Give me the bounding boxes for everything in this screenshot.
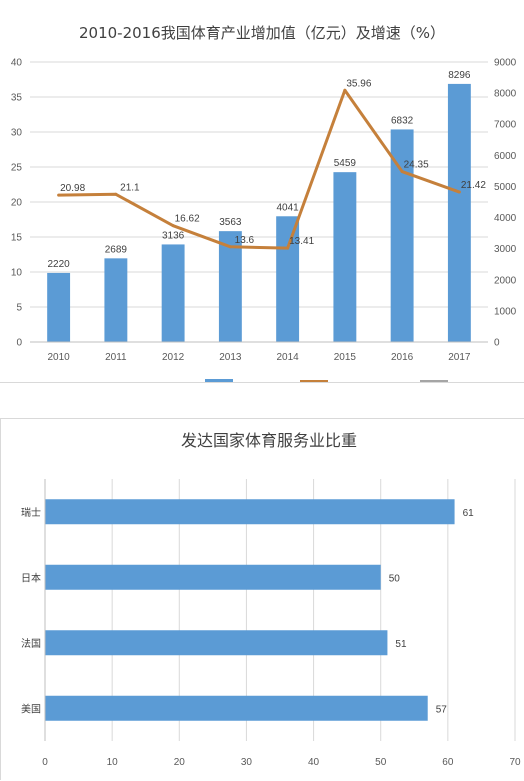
growth-point — [57, 193, 61, 197]
growth-value-label: 16.62 — [175, 214, 200, 225]
growth-line — [58, 88, 460, 250]
y-left-tick-label: 0 — [16, 338, 22, 349]
growth-value-label: 35.96 — [346, 78, 371, 89]
bar-瑞士 — [45, 499, 455, 525]
x-tick-label: 2016 — [391, 352, 414, 363]
y-right-tick-label: 9000 — [494, 58, 517, 69]
growth-point — [457, 190, 461, 194]
growth-point — [114, 192, 118, 196]
bottom-chart-panel: 发达国家体育服务业比重 61 50 51 57 0 10 20 30 40 50 60 70 瑞士日本… — [0, 418, 524, 780]
bar-2017 — [447, 83, 471, 342]
bar-2013 — [218, 231, 242, 342]
growth-value-label: 21.1 — [120, 182, 140, 193]
chart-title: 2010-2016我国体育产业增加值（亿元）及增速（%） — [79, 24, 445, 42]
y-right-tick-label: 7000 — [494, 120, 517, 131]
legend-cropped — [205, 379, 448, 382]
bar-value-label: 57 — [436, 704, 448, 715]
x-tick-label: 2014 — [277, 352, 300, 363]
bar-法国 — [45, 630, 388, 656]
category-label: 日本 — [21, 571, 41, 584]
growth-value-label: 13.6 — [235, 235, 255, 246]
bar-美国 — [45, 695, 428, 721]
y-right-tick-label: 3000 — [494, 244, 517, 255]
y-left-tick-label: 5 — [16, 303, 22, 314]
category-label: 美国 — [21, 702, 41, 715]
x-tick-label: 2012 — [162, 352, 185, 363]
x-tick-label: 2013 — [219, 352, 242, 363]
bar-value-label: 3563 — [219, 217, 242, 228]
x-tick-label: 20 — [174, 757, 186, 768]
bar-value-label: 6832 — [391, 115, 414, 126]
bar-日本 — [45, 564, 381, 590]
sports-service-share-chart: 发达国家体育服务业比重 61 50 51 57 0 10 20 30 40 50 60 70 瑞士日本… — [21, 431, 521, 768]
x-tick-label: 10 — [107, 757, 119, 768]
category-label: 法国 — [21, 637, 41, 650]
bar-value-label: 50 — [389, 573, 401, 584]
growth-value-label: 21.42 — [461, 180, 486, 191]
panel-gap — [0, 383, 524, 417]
x-tick-label: 2010 — [48, 352, 71, 363]
legend-swatch-other — [420, 380, 448, 382]
growth-value-label: 20.98 — [60, 183, 85, 194]
y-left-tick-label: 10 — [11, 268, 23, 279]
legend-swatch-line — [300, 380, 328, 382]
y-left-tick-label: 40 — [11, 58, 23, 69]
y-right-tick-label: 5000 — [494, 182, 517, 193]
x-tick-label: 30 — [241, 757, 253, 768]
chart-title: 发达国家体育服务业比重 — [181, 431, 357, 450]
y-right-tick-label: 0 — [494, 338, 500, 349]
bar-2015 — [333, 172, 357, 342]
y-right-tick-label: 1000 — [494, 306, 517, 317]
x-tick-label: 70 — [509, 757, 521, 768]
x-tick-label: 2017 — [448, 352, 471, 363]
bar-value-label: 8296 — [448, 70, 471, 81]
growth-point — [228, 245, 232, 249]
y-right-tick-label: 6000 — [494, 151, 517, 162]
bar-2012 — [161, 244, 185, 342]
bar-value-label: 3136 — [162, 230, 185, 241]
x-tick-label: 50 — [375, 757, 387, 768]
y-left-tick-label: 25 — [11, 163, 23, 174]
legend-swatch-bar — [205, 379, 233, 382]
bar-value-label: 61 — [463, 508, 475, 519]
bar-2010 — [47, 272, 71, 342]
growth-value-label: 13.41 — [289, 236, 314, 247]
bar-value-label: 2220 — [48, 259, 71, 270]
top-chart-panel: 2010-2016我国体育产业增加值（亿元）及增速（%） 2220 2689 313… — [0, 0, 524, 383]
sports-industry-chart: 2010-2016我国体育产业增加值（亿元）及增速（%） 2220 2689 313… — [11, 24, 517, 382]
growth-point — [400, 170, 404, 174]
bar-value-label: 5459 — [334, 158, 357, 169]
y-right-tick-label: 2000 — [494, 275, 517, 286]
bar-2016 — [390, 129, 414, 342]
y-left-tick-label: 20 — [11, 198, 23, 209]
growth-value-label: 24.35 — [404, 160, 429, 171]
y-left-tick-label: 35 — [11, 93, 23, 104]
y-right-tick-label: 8000 — [494, 89, 517, 100]
y-left-tick-label: 30 — [11, 128, 23, 139]
x-tick-label: 0 — [42, 757, 48, 768]
growth-point — [286, 246, 290, 250]
growth-point — [171, 224, 175, 228]
category-label: 瑞士 — [21, 506, 41, 519]
bar-2014 — [276, 216, 300, 342]
y-right-tick-label: 4000 — [494, 213, 517, 224]
bar-value-label: 51 — [395, 639, 407, 650]
x-tick-label: 2015 — [334, 352, 357, 363]
bar-value-label: 4041 — [277, 202, 300, 213]
x-tick-label: 40 — [308, 757, 320, 768]
bar-value-label: 2689 — [105, 244, 128, 255]
bar-2011 — [104, 258, 128, 342]
x-tick-label: 2011 — [105, 352, 127, 363]
growth-point — [343, 88, 347, 92]
y-left-tick-label: 15 — [11, 233, 23, 244]
x-tick-label: 60 — [442, 757, 454, 768]
